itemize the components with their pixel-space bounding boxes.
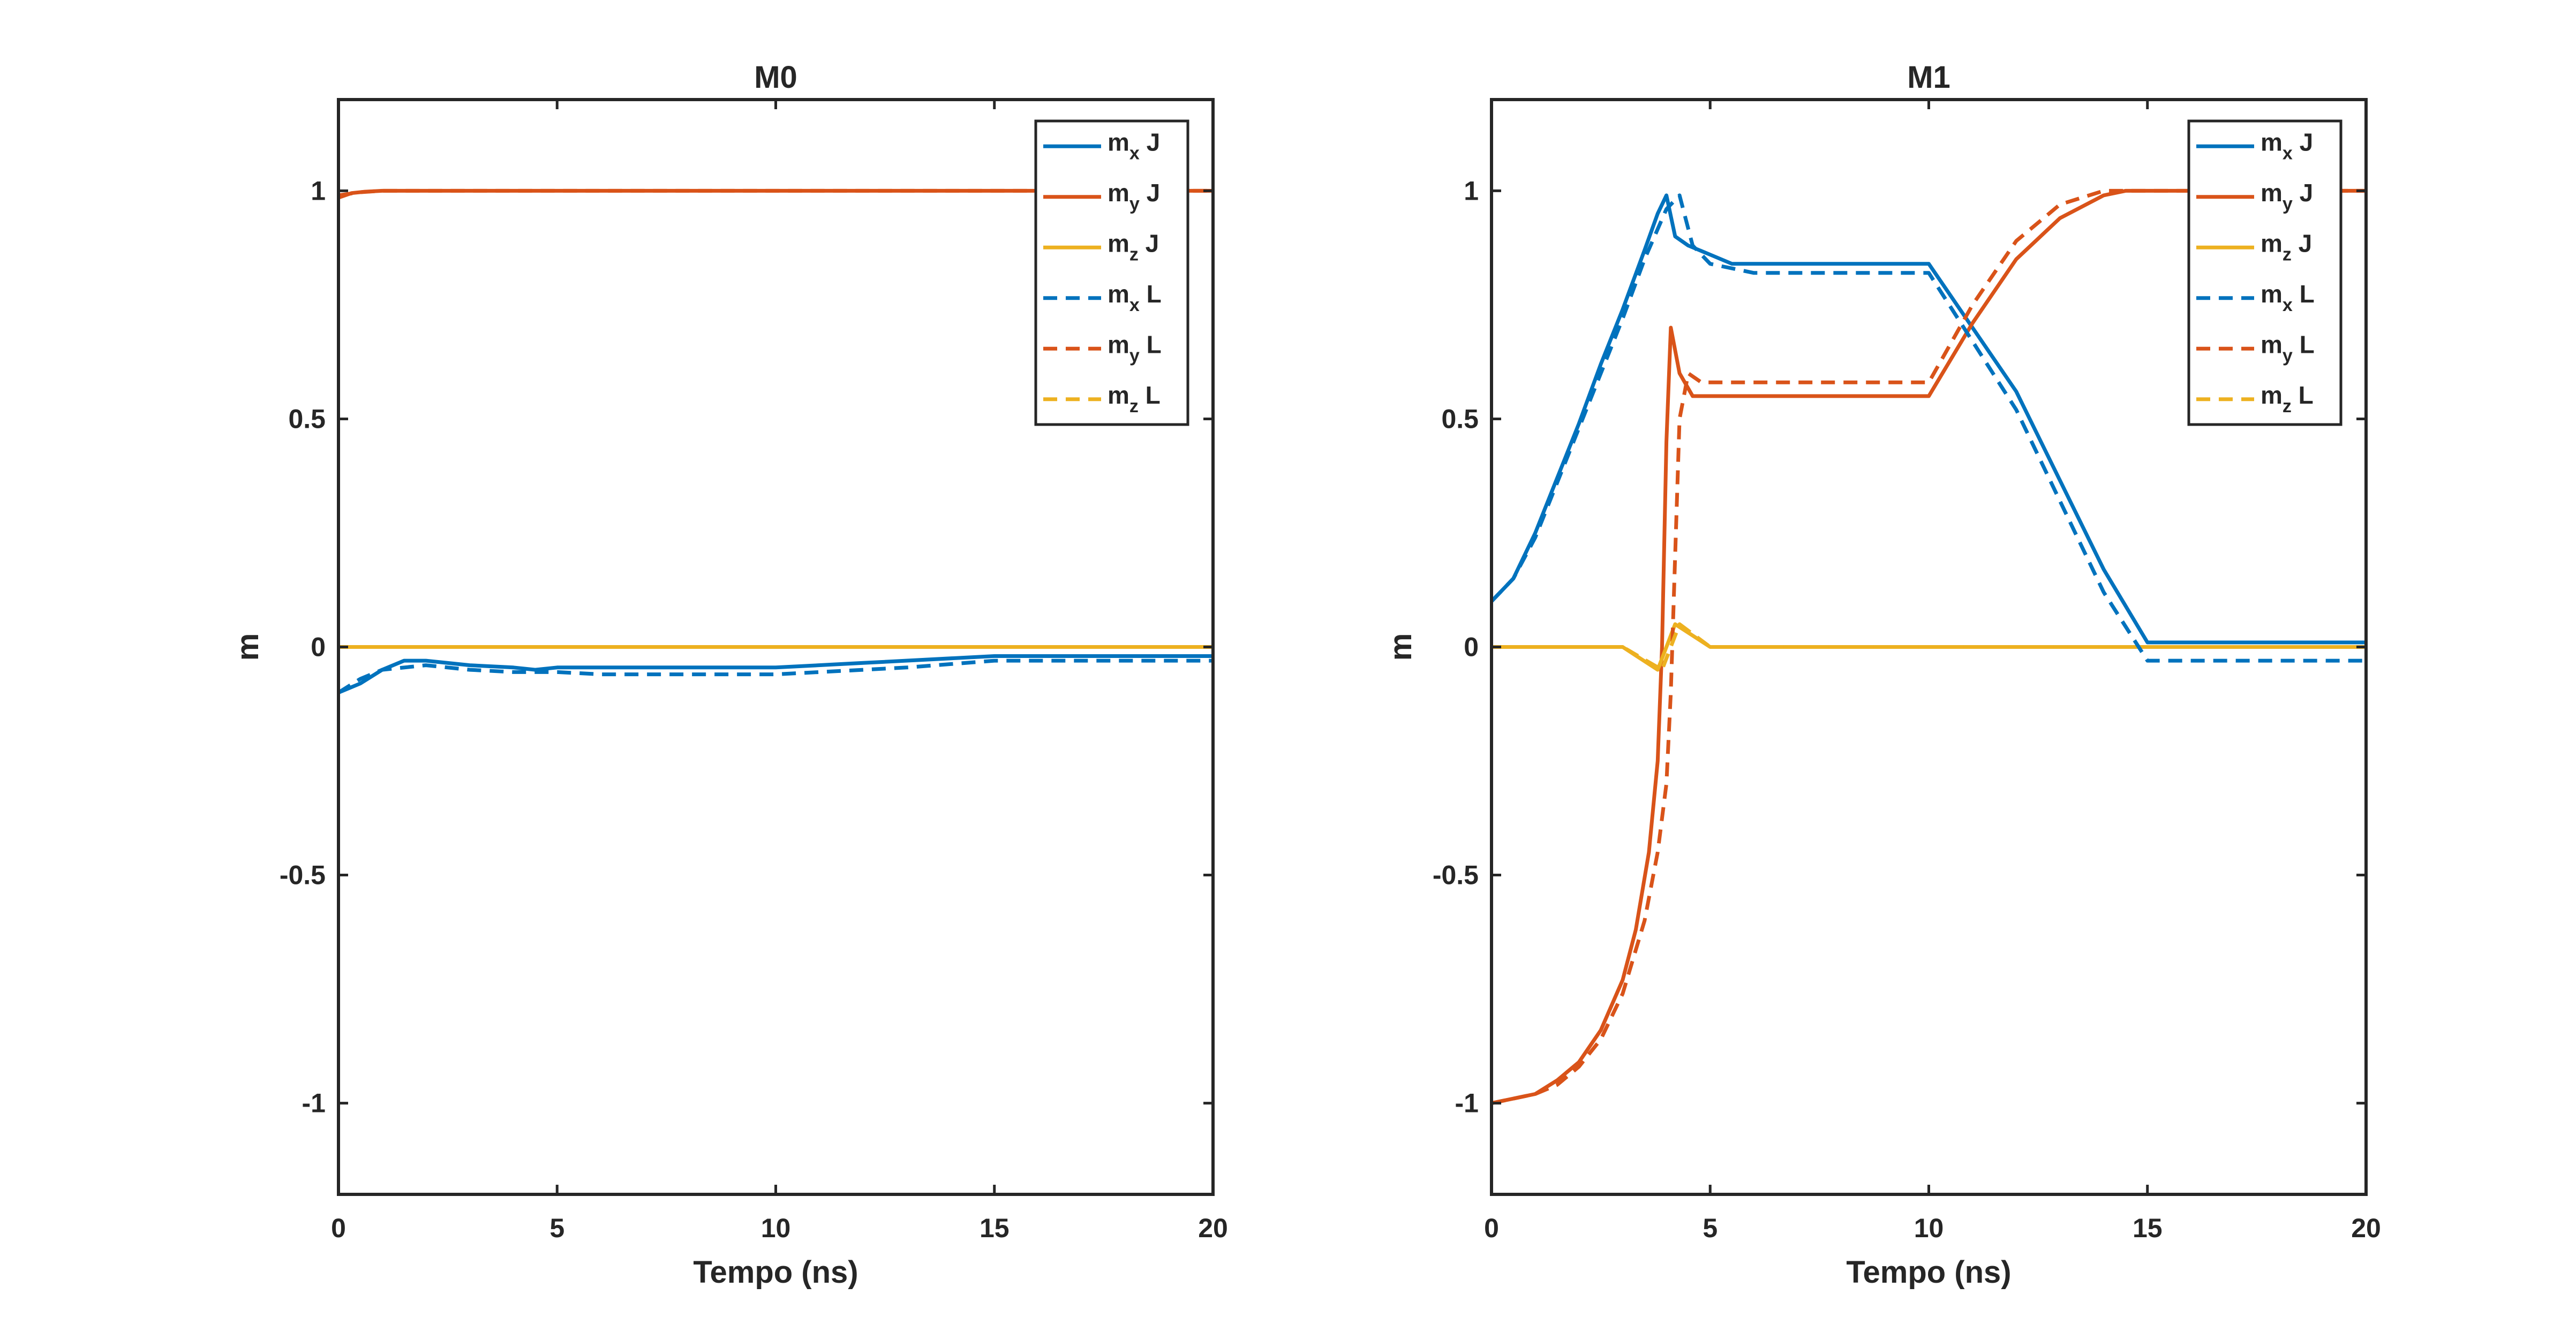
- series-line-y-l: [338, 188, 1213, 198]
- legend-base: m: [2261, 330, 2283, 358]
- legend-base: m: [2261, 280, 2283, 308]
- legend-base: m: [1108, 280, 1129, 308]
- x-tick-label: 10: [761, 1213, 791, 1243]
- legend-suffix: J: [2292, 229, 2312, 257]
- legend-entry: mz J: [1108, 229, 1159, 264]
- legend-suffix: L: [2293, 280, 2315, 308]
- legend-base: m: [1108, 330, 1129, 358]
- legend-suffix: L: [2293, 330, 2315, 358]
- x-tick-label: 5: [549, 1213, 564, 1243]
- legend-entry: mz L: [1108, 381, 1161, 417]
- legend-subscript: x: [2283, 295, 2293, 315]
- x-tick-label: 5: [1703, 1213, 1718, 1243]
- series-line-y-j: [1492, 188, 2366, 1106]
- legend-base: m: [2261, 128, 2283, 156]
- legend-suffix: J: [1140, 128, 1160, 156]
- legend-entry: my L: [2261, 330, 2315, 366]
- x-tick-label: 15: [2133, 1213, 2163, 1243]
- legend-suffix: J: [1140, 179, 1160, 207]
- series-group: [338, 188, 1213, 694]
- legend-suffix: L: [1139, 381, 1161, 409]
- legend-subscript: y: [2283, 194, 2293, 214]
- legend-suffix: J: [2293, 179, 2313, 207]
- legend-subscript: x: [2283, 143, 2293, 163]
- legend-subscript: z: [1129, 244, 1139, 264]
- legend-subscript: z: [2283, 244, 2292, 264]
- legend-subscript: y: [1129, 345, 1140, 366]
- legend-entry: my J: [2261, 179, 2313, 214]
- legend-suffix: J: [2293, 128, 2313, 156]
- y-tick-label: -0.5: [280, 860, 326, 890]
- legend-entry: mz L: [2261, 381, 2314, 417]
- y-tick-label: 0: [1464, 632, 1479, 662]
- x-tick-label: 10: [1914, 1213, 1944, 1243]
- x-tick-label: 15: [980, 1213, 1010, 1243]
- legend-suffix: L: [1140, 280, 1162, 308]
- legend: mx Jmy Jmz Jmx Lmy Lmz L: [1034, 119, 1189, 426]
- legend-base: m: [2261, 381, 2283, 409]
- x-axis-label: Tempo (ns): [1846, 1255, 2011, 1290]
- legend-entry: mx L: [2261, 280, 2315, 315]
- series-group: [1492, 188, 2366, 1106]
- legend-suffix: J: [1139, 229, 1159, 257]
- x-tick-label: 0: [1484, 1213, 1499, 1243]
- series-line-z-l: [1492, 622, 2366, 672]
- series-line-x-j: [338, 654, 1213, 694]
- legend-entry: mx L: [1108, 280, 1162, 315]
- y-tick-label: 0: [311, 632, 326, 662]
- legend-subscript: y: [2283, 345, 2293, 366]
- legend-box: [1034, 119, 1189, 426]
- x-tick-label: 20: [2351, 1213, 2381, 1243]
- series-line-y-l: [1492, 188, 2366, 1106]
- legend: mx Jmy Jmz Jmx Lmy Lmz L: [2187, 119, 2342, 426]
- legend-suffix: L: [2292, 381, 2314, 409]
- legend-base: m: [1108, 229, 1129, 257]
- legend-base: m: [2261, 229, 2283, 257]
- legend-subscript: y: [1129, 194, 1140, 214]
- x-tick-label: 20: [1198, 1213, 1228, 1243]
- y-tick-label: 1: [311, 176, 326, 206]
- chart-title: M0: [754, 60, 797, 95]
- legend-subscript: x: [1129, 143, 1140, 163]
- chart-title: M1: [1907, 60, 1950, 95]
- legend-base: m: [1108, 128, 1129, 156]
- y-tick-label: 1: [1464, 176, 1479, 206]
- y-tick-label: 0.5: [1441, 404, 1479, 434]
- series-line-x-l: [338, 658, 1213, 694]
- legend-base: m: [1108, 179, 1129, 207]
- legend-suffix: L: [1140, 330, 1162, 358]
- legend-entry: my L: [1108, 330, 1162, 366]
- y-axis-label: m: [1383, 633, 1418, 661]
- legend-entry: mx J: [2261, 128, 2313, 163]
- y-axis-label: m: [230, 633, 265, 661]
- legend-entry: my J: [1108, 179, 1160, 214]
- y-tick-label: 0.5: [288, 404, 326, 434]
- y-tick-label: -0.5: [1433, 860, 1479, 890]
- legend-subscript: x: [1129, 295, 1140, 315]
- legend-subscript: z: [1129, 396, 1139, 417]
- legend-base: m: [1108, 381, 1129, 409]
- legend-entry: mz J: [2261, 229, 2312, 264]
- x-axis-label: Tempo (ns): [693, 1255, 858, 1290]
- legend-entry: mx J: [1108, 128, 1160, 163]
- series-line-x-l: [1492, 193, 2366, 663]
- y-tick-label: -1: [302, 1088, 326, 1118]
- x-tick-label: 0: [331, 1213, 346, 1243]
- legend-subscript: z: [2283, 396, 2292, 417]
- legend-box: [2187, 119, 2342, 426]
- y-tick-label: -1: [1455, 1088, 1479, 1118]
- legend-base: m: [2261, 179, 2283, 207]
